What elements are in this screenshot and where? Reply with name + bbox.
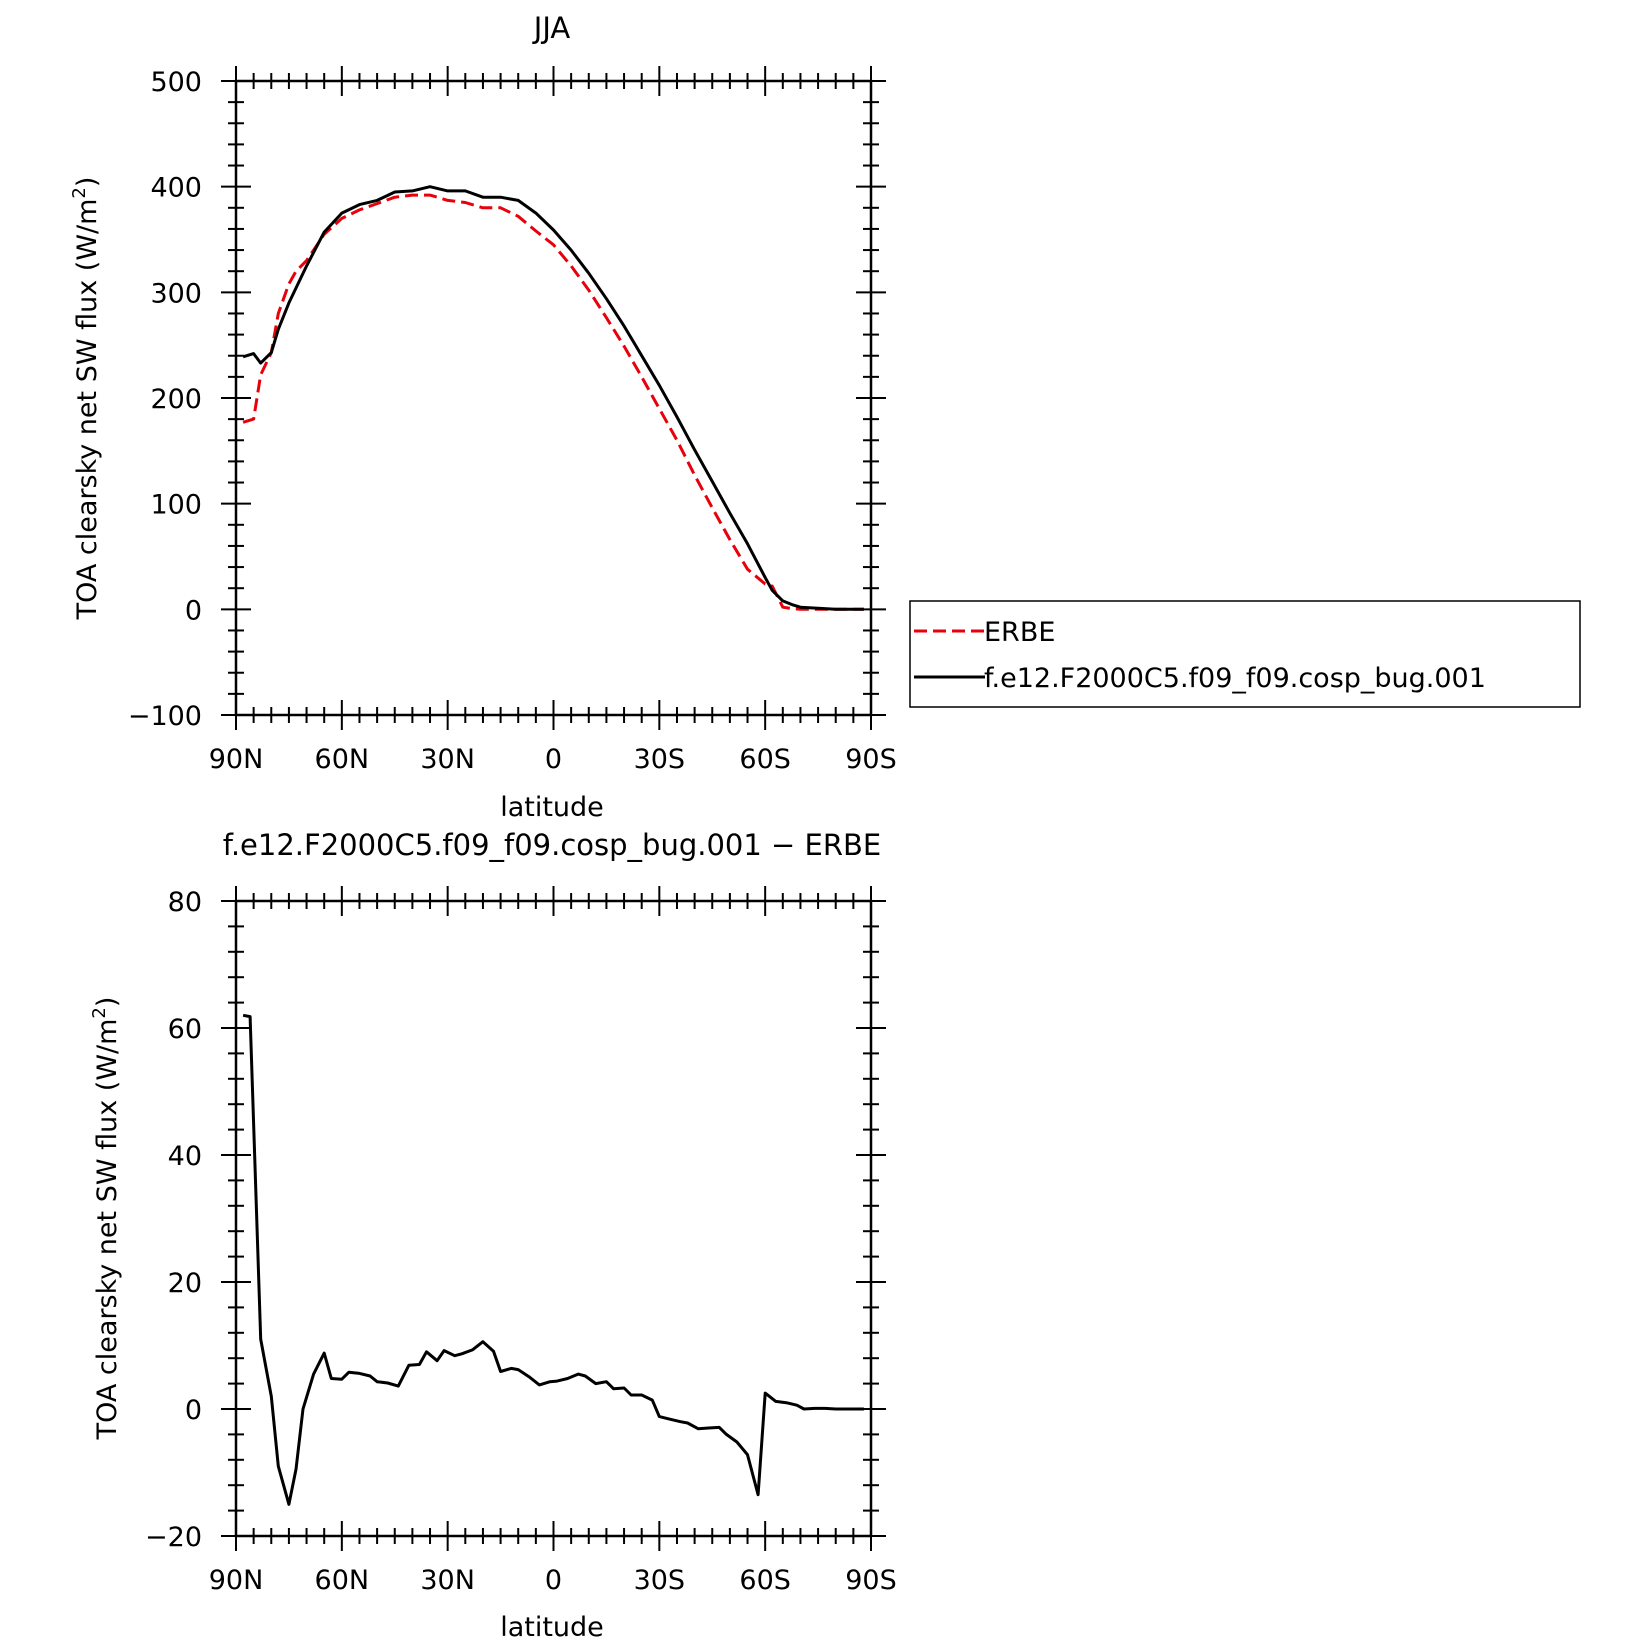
bottom-panel-y-tick-label: 60 bbox=[168, 1014, 202, 1045]
legend-label-erbe: ERBE bbox=[984, 617, 1055, 648]
bottom-panel: f.e12.F2000C5.f09_f09.cosp_bug.001 − ERB… bbox=[89, 828, 897, 1641]
top-panel-x-tick-label: 90S bbox=[845, 744, 897, 775]
bottom-panel-y-tick-label: 40 bbox=[168, 1141, 202, 1172]
bottom-panel-series-line-difference bbox=[242, 1013, 864, 1506]
top-panel-y-tick-label: 200 bbox=[150, 384, 202, 415]
bottom-panel-series bbox=[242, 1013, 864, 1506]
bottom-panel-y-label: TOA clearsky net SW flux (W/m2) bbox=[89, 997, 123, 1441]
bottom-panel-frame bbox=[234, 899, 873, 1538]
top-panel: JJA −100 0 100 200 300 400 500 90N 60N 30N 0 30S 60S… bbox=[69, 11, 897, 823]
legend: ERBE f.e12.F2000C5.f09_f09.cosp_bug.001 bbox=[909, 600, 1581, 708]
top-panel-x-tick-label: 60S bbox=[739, 744, 791, 775]
top-panel-y-label-close: ) bbox=[72, 177, 103, 188]
bottom-panel-y-tick-label: 0 bbox=[185, 1395, 202, 1426]
top-panel-ticks bbox=[221, 66, 886, 730]
bottom-panel-y-tick-label: −20 bbox=[145, 1522, 202, 1553]
top-panel-frame bbox=[234, 79, 873, 717]
bottom-panel-x-label: latitude bbox=[500, 1612, 604, 1641]
bottom-panel-x-tick-label: 90S bbox=[845, 1565, 897, 1596]
top-panel-x-tick-label: 0 bbox=[545, 744, 562, 775]
bottom-panel-x-tick-label: 90N bbox=[209, 1565, 264, 1596]
top-panel-x-tick-label: 90N bbox=[209, 744, 264, 775]
top-panel-x-tick-label: 60N bbox=[315, 744, 370, 775]
top-panel-x-tick-label: 30N bbox=[420, 744, 475, 775]
bottom-panel-y-label-main: TOA clearsky net SW flux (W/m bbox=[92, 1019, 123, 1441]
top-panel-x-tick-label: 30S bbox=[634, 744, 686, 775]
bottom-panel-x-tick-label: 60S bbox=[739, 1565, 791, 1596]
top-panel-y-tick-label: 500 bbox=[150, 67, 202, 98]
top-panel-y-tick-label: 300 bbox=[150, 278, 202, 309]
bottom-panel-y-label-close: ) bbox=[92, 997, 123, 1008]
bottom-panel-y-tick-label: 80 bbox=[168, 887, 202, 918]
top-panel-series bbox=[242, 185, 864, 611]
bottom-panel-tick-labels: −20 0 20 40 60 80 90N 60N 30N 0 30S 60S 90S bbox=[145, 887, 897, 1596]
top-panel-y-tick-label: −100 bbox=[128, 701, 202, 732]
bottom-panel-ticks bbox=[221, 886, 886, 1551]
bottom-panel-y-label-sup: 2 bbox=[89, 1007, 110, 1018]
bottom-panel-title: f.e12.F2000C5.f09_f09.cosp_bug.001 − ERB… bbox=[223, 828, 882, 862]
legend-box bbox=[909, 600, 1581, 708]
top-panel-y-label: TOA clearsky net SW flux (W/m2) bbox=[69, 177, 103, 621]
bottom-panel-x-tick-label: 0 bbox=[545, 1565, 562, 1596]
top-panel-y-tick-label: 400 bbox=[150, 173, 202, 204]
top-panel-y-tick-label: 0 bbox=[185, 595, 202, 626]
top-panel-y-tick-label: 100 bbox=[150, 490, 202, 521]
bottom-panel-x-tick-label: 30S bbox=[634, 1565, 686, 1596]
top-panel-series-line-model bbox=[242, 185, 864, 611]
top-panel-y-label-sup: 2 bbox=[69, 187, 90, 198]
top-panel-y-label-main: TOA clearsky net SW flux (W/m bbox=[72, 199, 103, 621]
top-panel-tick-labels: −100 0 100 200 300 400 500 90N 60N 30N 0 30S 60S 90S bbox=[128, 67, 897, 775]
top-panel-title: JJA bbox=[532, 11, 571, 45]
legend-label-model: f.e12.F2000C5.f09_f09.cosp_bug.001 bbox=[984, 663, 1486, 694]
bottom-panel-x-tick-label: 30N bbox=[420, 1565, 475, 1596]
bottom-panel-y-tick-label: 20 bbox=[168, 1268, 202, 1299]
bottom-panel-x-tick-label: 60N bbox=[315, 1565, 370, 1596]
top-panel-x-label: latitude bbox=[500, 792, 604, 823]
top-panel-series-line-erbe bbox=[242, 193, 864, 611]
